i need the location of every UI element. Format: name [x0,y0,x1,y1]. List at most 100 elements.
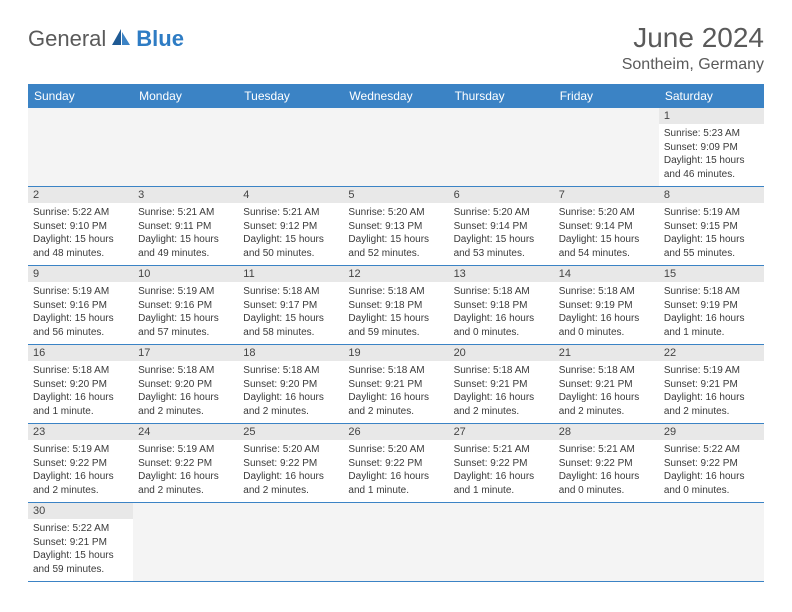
daylight-text: Daylight: 16 hours [243,470,338,484]
daylight-text-2: and 1 minute. [454,484,549,498]
daylight-text-2: and 2 minutes. [33,484,128,498]
day-cell: Sunrise: 5:18 AMSunset: 9:21 PMDaylight:… [449,361,554,423]
day-number: 12 [343,266,448,282]
page-title: June 2024 [622,22,764,54]
day-cell-empty [238,519,343,581]
daylight-text-2: and 1 minute. [33,405,128,419]
day-number [238,108,343,124]
sunset-text: Sunset: 9:12 PM [243,220,338,234]
sunrise-text: Sunrise: 5:23 AM [664,127,759,141]
day-cell: Sunrise: 5:22 AMSunset: 9:22 PMDaylight:… [659,440,764,502]
sunrise-text: Sunrise: 5:18 AM [664,285,759,299]
day-cell: Sunrise: 5:18 AMSunset: 9:18 PMDaylight:… [343,282,448,344]
sunrise-text: Sunrise: 5:18 AM [243,364,338,378]
day-cell: Sunrise: 5:18 AMSunset: 9:21 PMDaylight:… [343,361,448,423]
day-cell-empty [554,519,659,581]
day-number [554,108,659,124]
daylight-text-2: and 56 minutes. [33,326,128,340]
day-cell: Sunrise: 5:20 AMSunset: 9:22 PMDaylight:… [238,440,343,502]
weeks-container: 1Sunrise: 5:23 AMSunset: 9:09 PMDaylight… [28,108,764,582]
week-row: Sunrise: 5:22 AMSunset: 9:10 PMDaylight:… [28,203,764,266]
day-cell: Sunrise: 5:18 AMSunset: 9:17 PMDaylight:… [238,282,343,344]
daylight-text-2: and 46 minutes. [664,168,759,182]
day-number: 23 [28,424,133,440]
day-cell-empty [133,124,238,186]
daylight-text: Daylight: 16 hours [348,470,443,484]
sunset-text: Sunset: 9:22 PM [33,457,128,471]
day-cell: Sunrise: 5:19 AMSunset: 9:22 PMDaylight:… [28,440,133,502]
day-number-row: 9101112131415 [28,266,764,282]
sunrise-text: Sunrise: 5:19 AM [138,443,233,457]
daylight-text-2: and 53 minutes. [454,247,549,261]
sunset-text: Sunset: 9:20 PM [243,378,338,392]
week-row: Sunrise: 5:23 AMSunset: 9:09 PMDaylight:… [28,124,764,187]
day-number: 15 [659,266,764,282]
calendar-page: General Blue June 2024 Sontheim, Germany… [0,0,792,604]
day-cell: Sunrise: 5:18 AMSunset: 9:20 PMDaylight:… [28,361,133,423]
sunset-text: Sunset: 9:22 PM [243,457,338,471]
daylight-text-2: and 50 minutes. [243,247,338,261]
day-cell: Sunrise: 5:22 AMSunset: 9:21 PMDaylight:… [28,519,133,581]
day-number: 22 [659,345,764,361]
sunrise-text: Sunrise: 5:19 AM [33,443,128,457]
day-cell: Sunrise: 5:18 AMSunset: 9:21 PMDaylight:… [554,361,659,423]
daylight-text: Daylight: 15 hours [454,233,549,247]
day-number [238,503,343,519]
day-cell: Sunrise: 5:19 AMSunset: 9:15 PMDaylight:… [659,203,764,265]
week-row: Sunrise: 5:19 AMSunset: 9:16 PMDaylight:… [28,282,764,345]
day-number: 29 [659,424,764,440]
sunrise-text: Sunrise: 5:21 AM [454,443,549,457]
day-number: 14 [554,266,659,282]
day-number: 13 [449,266,554,282]
day-number [554,503,659,519]
day-header: Friday [554,84,659,108]
daylight-text-2: and 2 minutes. [559,405,654,419]
sunrise-text: Sunrise: 5:20 AM [243,443,338,457]
sunrise-text: Sunrise: 5:18 AM [33,364,128,378]
daylight-text-2: and 58 minutes. [243,326,338,340]
day-number: 5 [343,187,448,203]
week-row: Sunrise: 5:18 AMSunset: 9:20 PMDaylight:… [28,361,764,424]
sunset-text: Sunset: 9:22 PM [138,457,233,471]
day-cell: Sunrise: 5:20 AMSunset: 9:14 PMDaylight:… [449,203,554,265]
day-number: 7 [554,187,659,203]
daylight-text: Daylight: 16 hours [243,391,338,405]
sunrise-text: Sunrise: 5:21 AM [138,206,233,220]
day-number: 27 [449,424,554,440]
day-cell: Sunrise: 5:20 AMSunset: 9:13 PMDaylight:… [343,203,448,265]
sunset-text: Sunset: 9:10 PM [33,220,128,234]
day-number: 3 [133,187,238,203]
daylight-text-2: and 0 minutes. [664,484,759,498]
day-cell: Sunrise: 5:21 AMSunset: 9:11 PMDaylight:… [133,203,238,265]
page-header: General Blue June 2024 Sontheim, Germany [28,22,764,74]
sunrise-text: Sunrise: 5:21 AM [559,443,654,457]
daylight-text-2: and 2 minutes. [243,405,338,419]
sunset-text: Sunset: 9:20 PM [138,378,233,392]
day-number: 26 [343,424,448,440]
sunrise-text: Sunrise: 5:18 AM [454,364,549,378]
daylight-text-2: and 1 minute. [664,326,759,340]
day-cell: Sunrise: 5:18 AMSunset: 9:18 PMDaylight:… [449,282,554,344]
week-row: Sunrise: 5:19 AMSunset: 9:22 PMDaylight:… [28,440,764,503]
sunset-text: Sunset: 9:21 PM [454,378,549,392]
day-number: 28 [554,424,659,440]
daylight-text-2: and 48 minutes. [33,247,128,261]
day-header: Sunday [28,84,133,108]
daylight-text: Daylight: 16 hours [664,391,759,405]
day-cell: Sunrise: 5:20 AMSunset: 9:22 PMDaylight:… [343,440,448,502]
location-label: Sontheim, Germany [622,56,764,74]
sunrise-text: Sunrise: 5:22 AM [664,443,759,457]
day-header-row: SundayMondayTuesdayWednesdayThursdayFrid… [28,84,764,108]
day-number: 21 [554,345,659,361]
daylight-text-2: and 0 minutes. [454,326,549,340]
daylight-text: Daylight: 15 hours [559,233,654,247]
day-cell: Sunrise: 5:19 AMSunset: 9:22 PMDaylight:… [133,440,238,502]
daylight-text: Daylight: 15 hours [664,154,759,168]
day-number: 24 [133,424,238,440]
day-header: Monday [133,84,238,108]
day-cell: Sunrise: 5:18 AMSunset: 9:20 PMDaylight:… [133,361,238,423]
sunset-text: Sunset: 9:15 PM [664,220,759,234]
day-header: Thursday [449,84,554,108]
day-cell-empty [238,124,343,186]
day-cell: Sunrise: 5:20 AMSunset: 9:14 PMDaylight:… [554,203,659,265]
